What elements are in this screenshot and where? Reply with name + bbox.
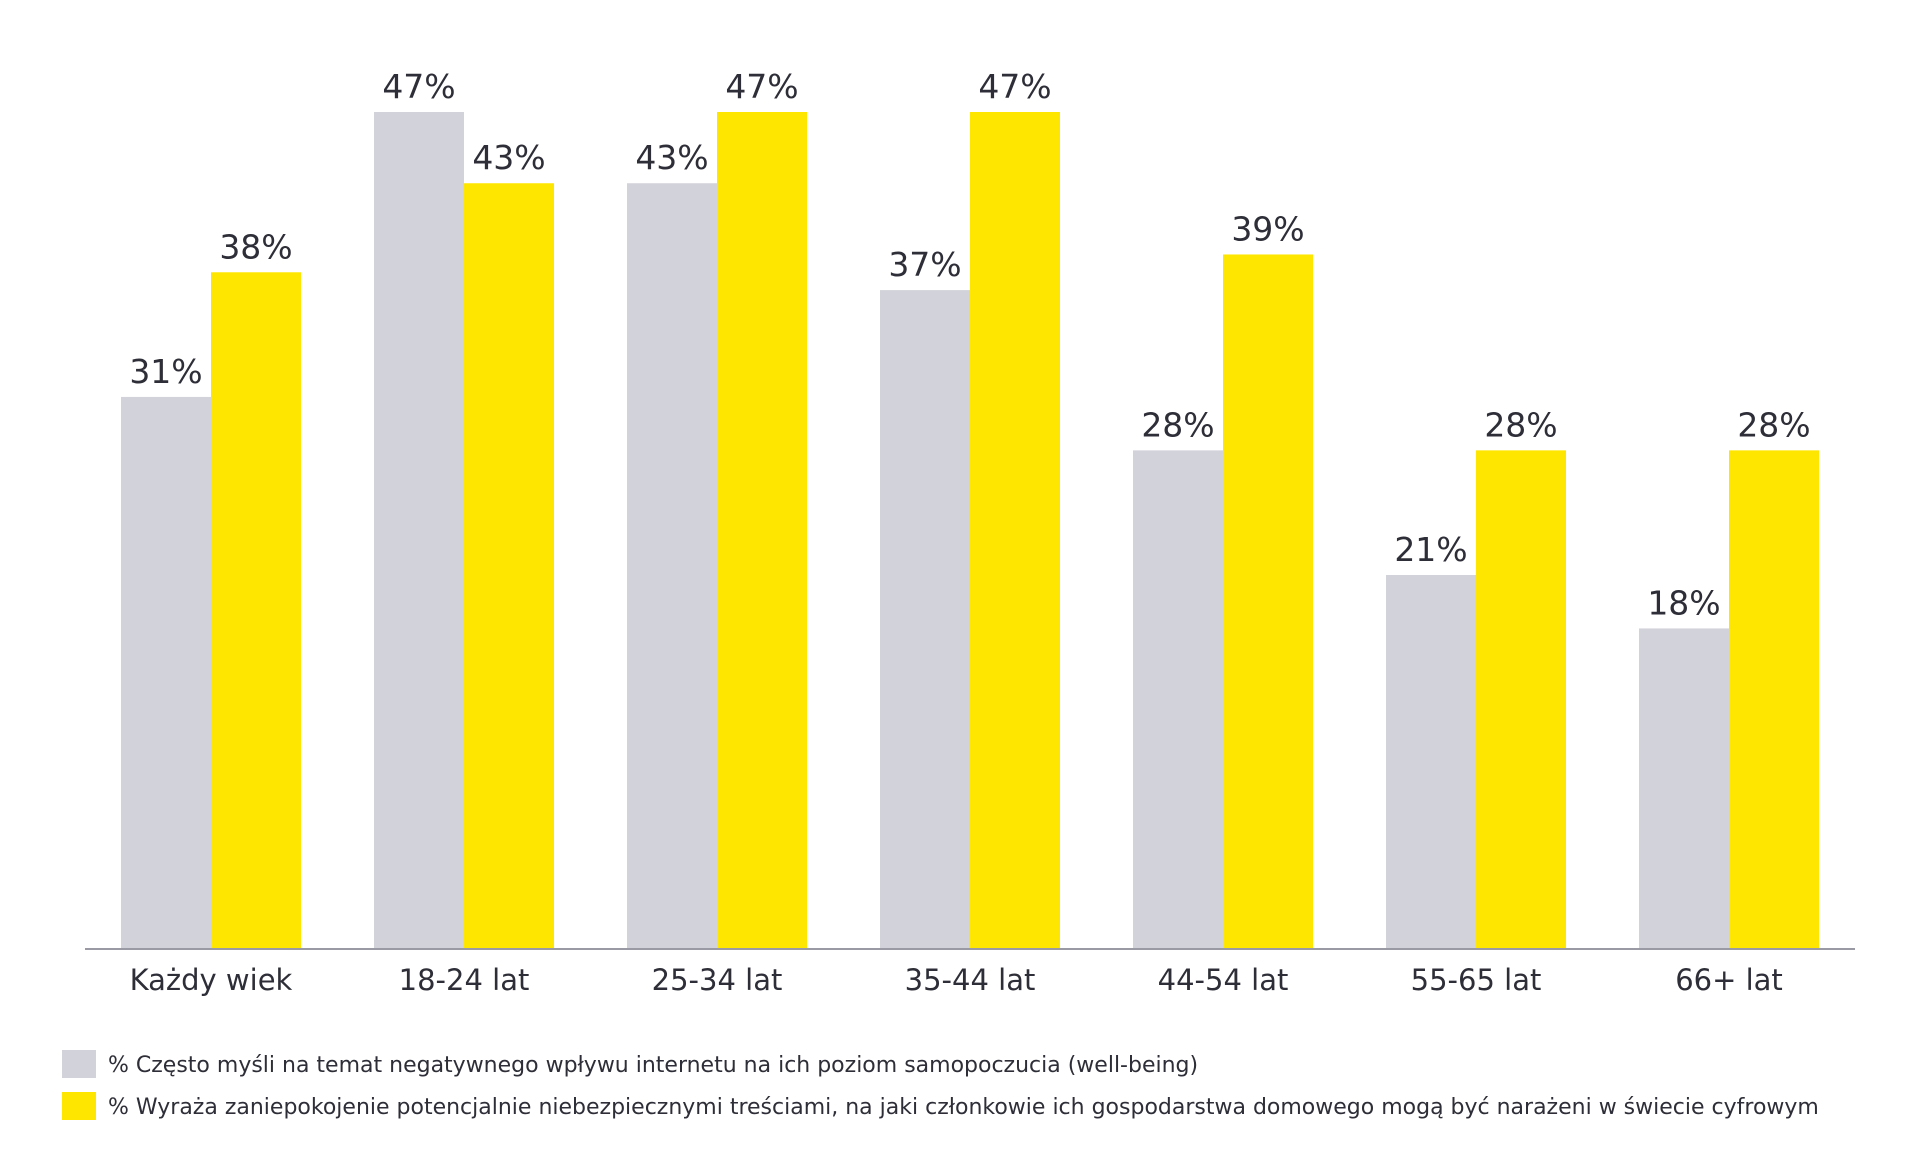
data-label: 28%: [1737, 405, 1810, 444]
bar-concern: [1476, 450, 1566, 949]
x-tick-label: 55-65 lat: [1411, 963, 1542, 997]
bar-concern: [970, 112, 1060, 949]
data-label: 47%: [382, 67, 455, 106]
bar-wellbeing: [880, 290, 970, 950]
bar-wellbeing: [1386, 575, 1476, 949]
bar-concern: [1729, 450, 1819, 949]
bar-wellbeing: [374, 112, 464, 949]
x-tick-label: Każdy wiek: [130, 963, 293, 997]
bar-wellbeing: [1639, 628, 1729, 949]
data-label: 38%: [219, 227, 292, 266]
x-tick-label: 44-54 lat: [1158, 963, 1289, 997]
data-label: 28%: [1484, 405, 1557, 444]
x-tick-label: 35-44 lat: [905, 963, 1036, 997]
bar-wellbeing: [627, 183, 717, 950]
data-label: 21%: [1394, 530, 1467, 569]
legend-swatch: [62, 1092, 96, 1120]
data-label: 43%: [472, 138, 545, 177]
data-label: 47%: [978, 67, 1051, 106]
data-label: 39%: [1231, 209, 1304, 248]
legend-swatch: [62, 1050, 96, 1078]
data-label: 31%: [129, 352, 202, 391]
data-label: 28%: [1141, 405, 1214, 444]
bar-wellbeing: [1133, 450, 1223, 949]
x-tick-label: 18-24 lat: [399, 963, 530, 997]
bar-concern: [211, 272, 301, 949]
bar-concern: [1223, 254, 1313, 949]
bar-concern: [717, 112, 807, 949]
data-label: 43%: [635, 138, 708, 177]
data-label: 47%: [725, 67, 798, 106]
data-label: 37%: [888, 245, 961, 284]
bar-concern: [464, 183, 554, 950]
x-tick-label: 25-34 lat: [652, 963, 783, 997]
legend-label: % Często myśli na temat negatywnego wpły…: [108, 1053, 1198, 1078]
x-tick-label: 66+ lat: [1675, 963, 1783, 997]
data-label: 18%: [1647, 583, 1720, 622]
legend-label: % Wyraża zaniepokojenie potencjalnie nie…: [108, 1095, 1819, 1120]
bar-wellbeing: [121, 396, 211, 949]
